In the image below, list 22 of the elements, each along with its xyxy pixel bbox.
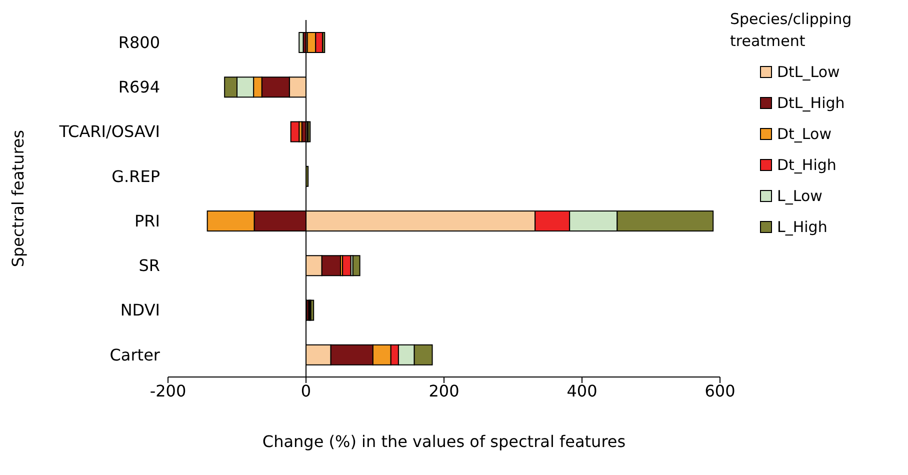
x-tick-label: 400 — [566, 381, 598, 400]
y-tick-label: R800 — [118, 32, 160, 52]
y-axis-title: Spectral features — [8, 130, 28, 268]
y-tick-label: G.REP — [112, 166, 160, 186]
y-tick-label: R694 — [118, 78, 160, 97]
legend-label: Dt_Low — [777, 124, 832, 142]
legend-label: Dt_High — [777, 156, 836, 174]
y-tick-label: NDVI — [120, 300, 160, 320]
x-tick-label: -200 — [150, 381, 186, 400]
legend-label: L_Low — [777, 186, 822, 204]
x-tick-label: 0 — [300, 381, 312, 400]
y-tick-label: Carter — [110, 345, 160, 364]
y-tick-label: PRI — [134, 211, 160, 230]
x-tick-label: 600 — [704, 381, 736, 400]
legend-label: DtL_Low — [777, 62, 840, 80]
legend-label: DtL_High — [777, 94, 845, 112]
y-tick-label: TCARI/OSAVI — [58, 122, 160, 142]
x-axis-title: Change (%) in the values of spectral features — [262, 432, 626, 451]
y-tick-label: SR — [138, 256, 160, 276]
legend-label: L_High — [777, 218, 828, 236]
legend-title: Species/clipping treatment — [730, 9, 853, 52]
x-tick-label: 200 — [428, 381, 460, 400]
